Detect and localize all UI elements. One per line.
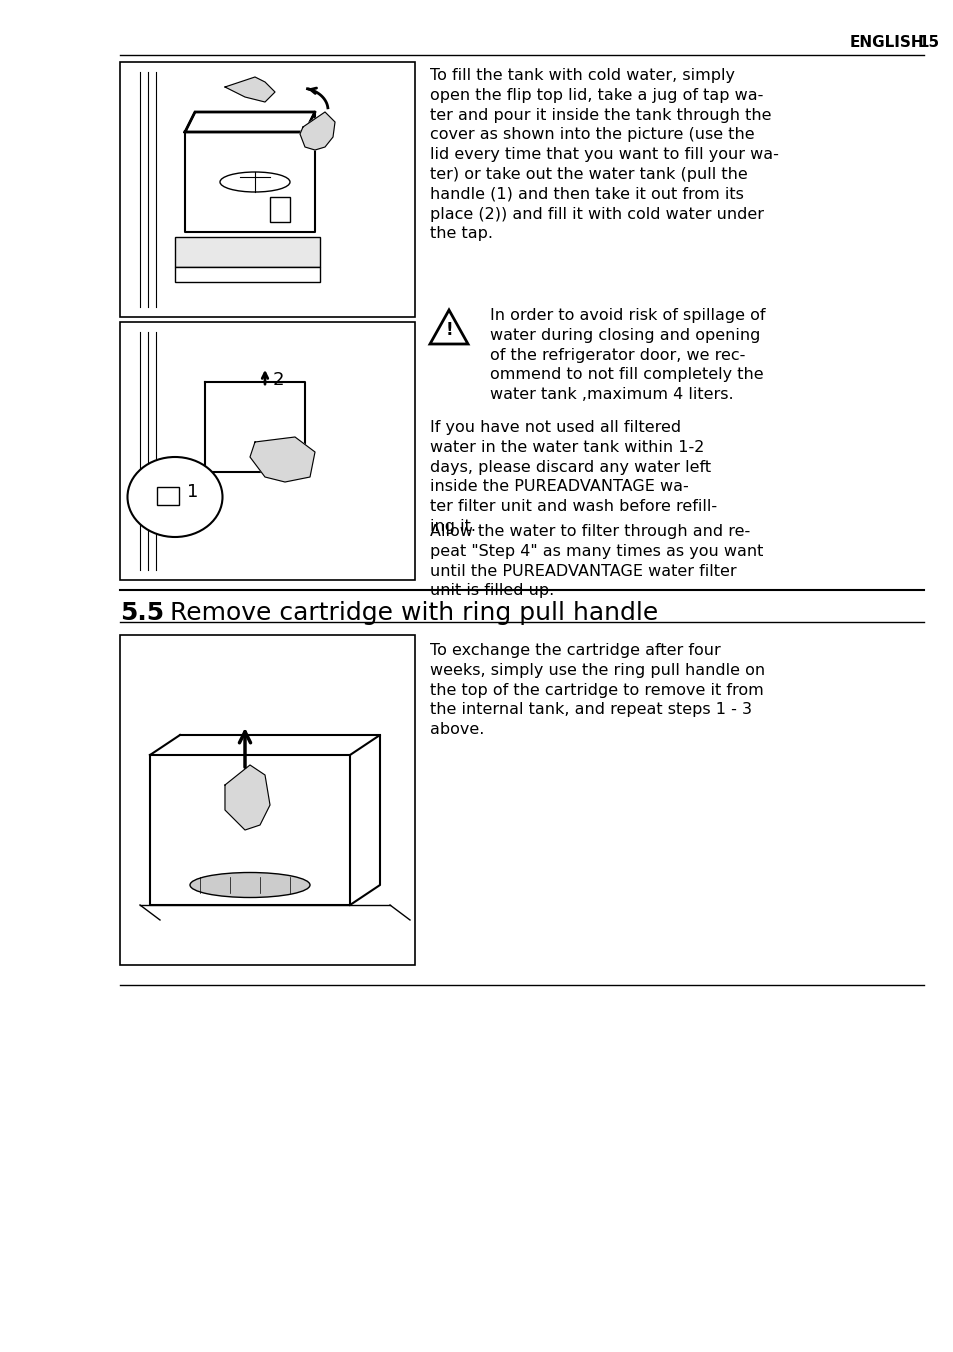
Ellipse shape	[128, 457, 222, 537]
Bar	[157, 487, 179, 506]
Text: If you have not used all filtered
water in the water tank within 1-2
days, pleas: If you have not used all filtered water …	[430, 420, 717, 534]
Text: To exchange the cartridge after four
weeks, simply use the ring pull handle on
t: To exchange the cartridge after four wee…	[430, 644, 764, 737]
Text: 5.5: 5.5	[120, 602, 164, 625]
Text: Remove cartridge with ring pull handle: Remove cartridge with ring pull handle	[162, 602, 658, 625]
Polygon shape	[430, 310, 468, 343]
Bar	[120, 322, 415, 580]
Bar	[270, 197, 290, 222]
Text: 15: 15	[917, 35, 938, 50]
Text: 2: 2	[273, 370, 284, 389]
Bar	[174, 266, 319, 283]
Bar	[174, 237, 319, 266]
Text: ENGLISH: ENGLISH	[848, 35, 923, 50]
Polygon shape	[225, 77, 274, 101]
Polygon shape	[250, 437, 314, 483]
Text: In order to avoid risk of spillage of
water during closing and opening
of the re: In order to avoid risk of spillage of wa…	[490, 308, 764, 402]
Text: To fill the tank with cold water, simply
open the flip top lid, take a jug of ta: To fill the tank with cold water, simply…	[430, 68, 778, 242]
Ellipse shape	[220, 172, 290, 192]
Bar	[120, 635, 415, 965]
Text: 1: 1	[187, 483, 198, 502]
Polygon shape	[299, 112, 335, 150]
Polygon shape	[225, 765, 270, 830]
Bar	[120, 62, 415, 316]
Text: Allow the water to filter through and re-
peat "Step 4" as many times as you wan: Allow the water to filter through and re…	[430, 525, 762, 599]
Text: !: !	[445, 322, 453, 339]
Ellipse shape	[190, 872, 310, 898]
